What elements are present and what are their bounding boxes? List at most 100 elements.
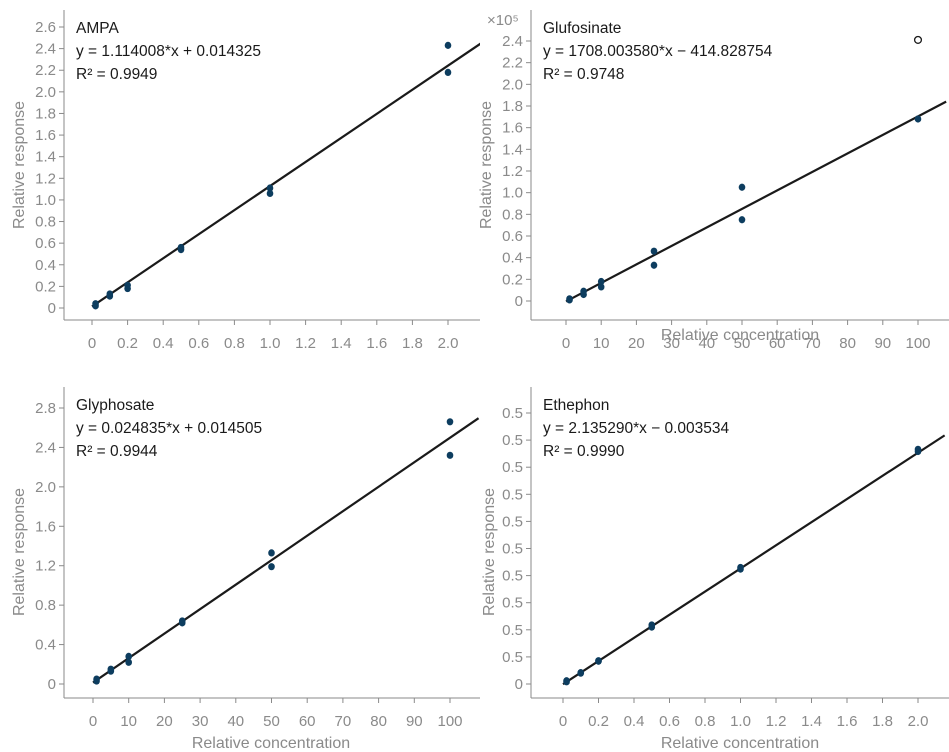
- data-point: [738, 183, 746, 191]
- regression-line: [565, 100, 947, 303]
- x-tick-label: 80: [370, 713, 387, 730]
- y-tick-label: 0.8: [502, 206, 523, 223]
- data-point: [266, 184, 274, 192]
- data-point: [737, 563, 744, 572]
- r-squared-label: R² = 0.9990: [543, 443, 625, 460]
- x-tick-label: 0.4: [624, 713, 645, 730]
- y-tick-label: 2.4: [35, 439, 56, 456]
- x-tick-label: 0: [559, 713, 567, 730]
- data-point: [446, 451, 454, 459]
- x-tick-label: 40: [698, 335, 715, 352]
- y-tick-label: 1.6: [35, 518, 56, 535]
- y-tick-label: 2.2: [502, 55, 523, 72]
- x-tick-label: 10: [593, 335, 610, 352]
- x-tick-label: 70: [335, 713, 352, 730]
- x-tick-label: 1.2: [295, 335, 316, 352]
- y-tick-label: 0.5: [502, 622, 523, 639]
- chart-title: Glyphosate: [76, 397, 154, 414]
- x-tick-label: 100: [905, 335, 930, 352]
- chart-title: Ethephon: [543, 397, 609, 414]
- y-tick-label: 0.5: [502, 405, 523, 422]
- x-tick-label: 100: [437, 713, 462, 730]
- y-tick-label: 1.0: [35, 192, 56, 209]
- y-tick-label: 2.0: [35, 479, 56, 496]
- y-axis-label: Relative response: [478, 101, 495, 229]
- y-tick-label: 0.5: [502, 513, 523, 530]
- outlier-point: [913, 35, 923, 44]
- data-point: [268, 549, 275, 557]
- y-tick-label: 0.6: [502, 228, 523, 245]
- y-tick-label: 0.2: [35, 278, 56, 295]
- x-tick-label: 2.0: [908, 713, 929, 730]
- y-tick-label: 1.2: [35, 558, 56, 575]
- regression-equation: y = 0.024835*x + 0.014505: [76, 420, 262, 437]
- y-exponent-label: ×10⁵: [487, 12, 519, 29]
- chart-title: Glufosinate: [543, 20, 621, 37]
- data-point: [648, 621, 656, 629]
- r-squared-label: R² = 0.9944: [76, 443, 158, 460]
- y-tick-label: 0.5: [502, 541, 523, 558]
- y-tick-label: 2.8: [35, 400, 56, 417]
- x-axis-label: Relative concentration: [192, 735, 350, 752]
- x-tick-label: 60: [299, 713, 316, 730]
- data-point: [124, 281, 131, 289]
- data-point: [92, 300, 99, 308]
- y-tick-label: 2.0: [502, 76, 523, 93]
- data-point: [914, 115, 922, 123]
- y-tick-label: 2.2: [35, 62, 56, 79]
- y-axis-label: Relative response: [481, 488, 498, 616]
- x-tick-label: 90: [874, 335, 891, 352]
- y-tick-label: 0: [515, 293, 523, 310]
- x-tick-label: 50: [734, 335, 751, 352]
- data-point: [178, 617, 186, 625]
- x-tick-label: 1.2: [766, 713, 787, 730]
- y-tick-label: 1.6: [35, 127, 56, 144]
- x-tick-label: 50: [263, 713, 280, 730]
- x-tick-label: 30: [192, 713, 209, 730]
- data-point: [444, 68, 452, 76]
- regression-equation: y = 1708.003580*x − 414.828754: [543, 43, 773, 60]
- data-point: [125, 652, 132, 661]
- data-point: [266, 189, 274, 198]
- x-tick-label: 2.0: [438, 335, 459, 352]
- y-tick-label: 0: [48, 300, 56, 317]
- y-tick-label: 0.4: [35, 637, 56, 654]
- y-tick-label: 0: [515, 676, 523, 693]
- x-tick-label: 0.2: [117, 335, 138, 352]
- y-tick-label: 1.0: [502, 185, 523, 202]
- chart-panel-3: 0 10 20 30 40 50 60 70 80 90 100 0 0.4 0.8 1.2 1.6 2.0 2.…: [11, 387, 480, 752]
- r-squared-label: R² = 0.9748: [543, 66, 624, 83]
- x-tick-label: 1.0: [730, 713, 751, 730]
- y-tick-label: 1.2: [502, 163, 523, 180]
- regression-equation: y = 1.114008*x + 0.014325: [76, 43, 261, 60]
- y-tick-label: 0.5: [502, 459, 523, 476]
- x-tick-label: 0.8: [224, 335, 245, 352]
- x-tick-label: 1.8: [402, 335, 423, 352]
- x-tick-label: 0: [89, 713, 97, 730]
- r-squared-label: R² = 0.9949: [76, 66, 157, 83]
- x-tick-label: 20: [628, 335, 645, 352]
- data-point: [577, 669, 585, 677]
- data-point: [563, 677, 570, 685]
- x-tick-label: 1.6: [366, 335, 387, 352]
- x-tick-label: 0.6: [188, 335, 209, 352]
- y-tick-label: 1.4: [502, 141, 523, 158]
- data-point: [93, 675, 100, 683]
- y-tick-label: 0.8: [35, 597, 56, 614]
- y-tick-label: 0.6: [35, 235, 56, 252]
- y-tick-label: 1.4: [35, 149, 56, 166]
- data-point: [650, 261, 658, 269]
- y-tick-label: 2.4: [35, 41, 56, 58]
- data-point: [738, 216, 746, 224]
- regression-line: [91, 42, 480, 308]
- x-tick-label: 70: [804, 335, 821, 352]
- x-tick-label: 0: [562, 335, 570, 352]
- x-tick-label: 1.6: [837, 713, 858, 730]
- y-axis-label: Relative response: [11, 488, 28, 616]
- x-tick-label: 0.4: [153, 335, 174, 352]
- y-tick-label: 2.6: [35, 19, 56, 36]
- x-tick-label: 90: [406, 713, 423, 730]
- x-axis-label: Relative concentration: [661, 327, 819, 344]
- chart-panel-4: 0 0.2 0.4 0.6 0.8 1.0 1.2 1.4 1.6 1.8 2.0 0 0.5 0.5 0.…: [481, 387, 949, 752]
